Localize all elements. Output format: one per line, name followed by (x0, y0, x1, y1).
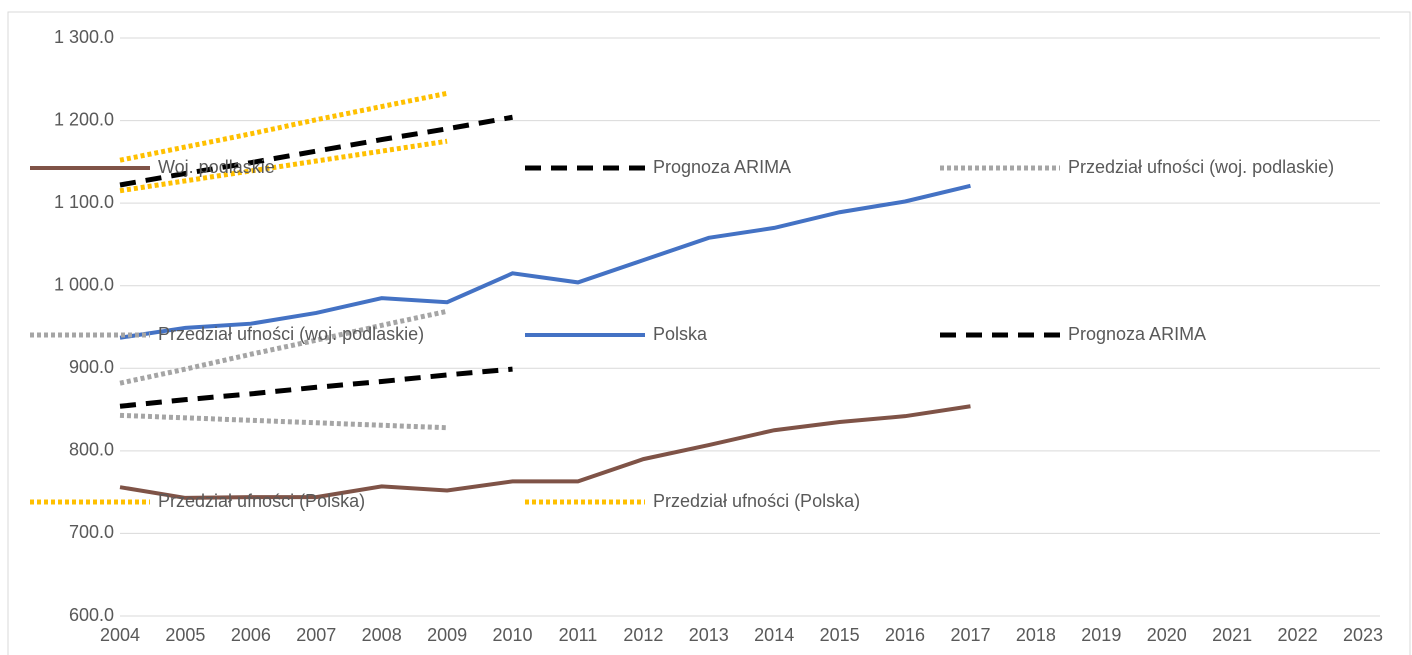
legend-label: Prognoza ARIMA (653, 157, 791, 177)
x-tick-label: 2009 (427, 625, 467, 645)
legend-label: Przedział ufności (Polska) (158, 491, 365, 511)
x-tick-label: 2017 (950, 625, 990, 645)
x-tick-label: 2010 (493, 625, 533, 645)
y-tick-label: 800.0 (69, 440, 114, 460)
legend-label: Polska (653, 324, 708, 344)
y-tick-label: 900.0 (69, 357, 114, 377)
chart-border (7, 11, 1411, 655)
x-tick-label: 2016 (885, 625, 925, 645)
y-tick-label: 1 300.0 (54, 27, 114, 47)
y-tick-label: 700.0 (69, 522, 114, 542)
x-tick-label: 2015 (820, 625, 860, 645)
x-tick-label: 2013 (689, 625, 729, 645)
x-tick-label: 2006 (231, 625, 271, 645)
x-tick-label: 2014 (754, 625, 794, 645)
x-tick-label: 2011 (559, 625, 598, 645)
series-line (119, 183, 971, 340)
legend-label: Przedział ufności (woj. podlaskie) (1068, 157, 1334, 177)
x-tick-label: 2018 (1016, 625, 1056, 645)
x-tick-label: 2004 (100, 625, 140, 645)
x-tick-label: 2019 (1081, 625, 1121, 645)
series-line (119, 366, 513, 409)
series-line (119, 114, 513, 188)
series-line (119, 404, 971, 500)
legend-label: Woj. podlaskie (158, 157, 275, 177)
x-tick-label: 2012 (623, 625, 663, 645)
x-tick-label: 2020 (1147, 625, 1187, 645)
y-tick-label: 1 100.0 (54, 192, 114, 212)
y-tick-label: 1 200.0 (54, 109, 114, 129)
x-tick-label: 2023 (1343, 625, 1383, 645)
legend-label: Prognoza ARIMA (1068, 324, 1206, 344)
series-line (119, 308, 448, 386)
legend-label: Przedział ufności (Polska) (653, 491, 860, 511)
x-tick-label: 2005 (165, 625, 205, 645)
series-line (119, 412, 448, 431)
y-tick-label: 600.0 (69, 605, 114, 625)
legend-label: Przedział ufności (woj. podlaskie) (158, 324, 424, 344)
y-tick-label: 1 000.0 (54, 274, 114, 294)
x-tick-label: 2008 (362, 625, 402, 645)
x-tick-label: 2007 (296, 625, 336, 645)
x-tick-label: 2021 (1212, 625, 1252, 645)
series-line (119, 138, 448, 194)
x-tick-label: 2022 (1278, 625, 1318, 645)
